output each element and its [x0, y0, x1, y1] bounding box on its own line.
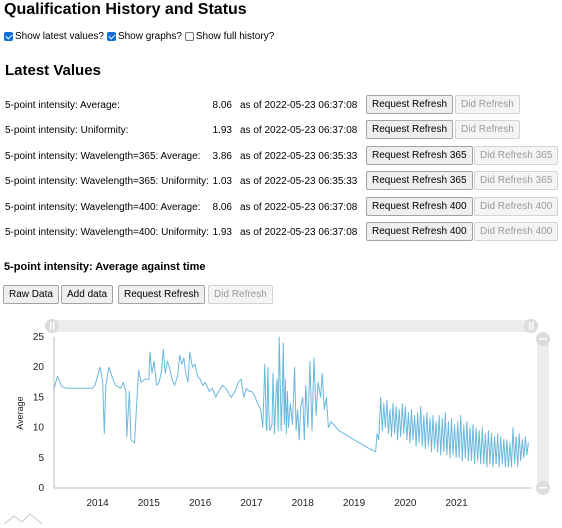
x-tick-label: 2018: [292, 498, 315, 509]
display-options: Show latest values? Show graphs? Show fu…: [4, 31, 277, 42]
x-tick-label: 2020: [394, 498, 417, 509]
y-range-slider-track[interactable]: [537, 336, 549, 491]
y-tick-label: 15: [33, 392, 45, 403]
show-full-history-label: Show full history?: [195, 31, 275, 42]
handle-grip: [529, 322, 531, 330]
y-tick-label: 20: [33, 362, 45, 373]
handle-grip: [539, 487, 547, 489]
row-timestamp: as of 2022-05-23 06:37:08: [240, 227, 358, 238]
row-label: 5-point intensity: Wavelength=400: Unifo…: [5, 227, 209, 238]
x-range-slider-track[interactable]: [46, 320, 536, 332]
handle-grip: [53, 322, 55, 330]
x-tick-label: 2019: [343, 498, 366, 509]
x-tick-label: 2015: [138, 498, 161, 509]
y-tick-label: 0: [38, 483, 44, 494]
request-refresh-button[interactable]: Request Refresh: [366, 120, 454, 139]
show-latest-values-label: Show latest values?: [15, 31, 104, 42]
did-refresh-button[interactable]: Did Refresh: [455, 120, 520, 139]
y-tick-label: 10: [33, 423, 45, 434]
y-tick-label: 5: [38, 453, 44, 464]
request-refresh-400-button[interactable]: Request Refresh 400: [366, 197, 473, 216]
x-tick-label: 2017: [240, 498, 263, 509]
did-refresh-365-button[interactable]: Did Refresh 365: [474, 171, 559, 190]
request-refresh-graph-button[interactable]: Request Refresh: [118, 285, 206, 304]
row-timestamp: as of 2022-05-23 06:37:08: [240, 125, 358, 136]
row-value: 8.06: [212, 202, 232, 213]
show-graphs-label: Show graphs?: [117, 31, 182, 42]
x-tick-labels: 2014 2015 2016 2017 2018 2019 2020 2021: [86, 498, 468, 509]
did-refresh-400-button[interactable]: Did Refresh 400: [474, 197, 559, 216]
add-data-button[interactable]: Add data: [61, 285, 114, 304]
request-refresh-400-button[interactable]: Request Refresh 400: [366, 222, 473, 241]
latest-value-row: 5-point intensity: Wavelength=400: Unifo…: [0, 222, 562, 242]
row-label: 5-point intensity: Average:: [5, 100, 120, 111]
x-range-slider-right-handle[interactable]: [524, 319, 538, 333]
x-tick-label: 2014: [86, 498, 109, 509]
raw-data-button[interactable]: Raw Data: [3, 285, 59, 304]
graph-heading: 5-point intensity: Average against time: [4, 261, 206, 273]
row-label: 5-point intensity: Wavelength=400: Avera…: [5, 202, 201, 213]
row-timestamp: as of 2022-05-23 06:37:08: [240, 100, 358, 111]
handle-grip: [532, 322, 534, 330]
latest-value-row: 5-point intensity: Wavelength=365: Unifo…: [0, 171, 562, 191]
row-label: 5-point intensity: Wavelength=365: Avera…: [5, 151, 201, 162]
did-refresh-365-button[interactable]: Did Refresh 365: [474, 146, 559, 165]
show-full-history-checkbox[interactable]: [184, 32, 194, 41]
did-refresh-400-button[interactable]: Did Refresh 400: [474, 222, 559, 241]
x-tick-label: 2016: [189, 498, 212, 509]
y-axis-label: Average: [15, 396, 25, 429]
show-graphs-checkbox[interactable]: [106, 32, 116, 41]
show-full-history-option[interactable]: Show full history?: [184, 31, 275, 42]
row-value: 3.86: [212, 151, 232, 162]
show-latest-values-checkbox[interactable]: [4, 32, 13, 41]
show-latest-values-option[interactable]: Show latest values?: [4, 31, 104, 42]
page-title: Qualification History and Status: [4, 1, 247, 18]
y-tick-label: 25: [33, 332, 45, 343]
x-range-slider-left-handle[interactable]: [45, 319, 59, 333]
request-refresh-365-button[interactable]: Request Refresh 365: [366, 171, 473, 190]
latest-value-row: 5-point intensity: Wavelength=365: Avera…: [0, 146, 562, 166]
request-refresh-button[interactable]: Request Refresh: [366, 95, 454, 114]
handle-grip: [539, 338, 547, 340]
handle-grip: [50, 322, 52, 330]
did-refresh-graph-button[interactable]: Did Refresh: [208, 285, 273, 304]
row-value: 1.03: [212, 176, 232, 187]
row-timestamp: as of 2022-05-23 06:35:33: [240, 151, 358, 162]
row-timestamp: as of 2022-05-23 06:35:33: [240, 176, 358, 187]
row-value: 8.06: [212, 100, 232, 111]
latest-values-heading: Latest Values: [5, 62, 101, 79]
request-refresh-365-button[interactable]: Request Refresh 365: [366, 146, 473, 165]
mini-overview-icon: [3, 513, 43, 525]
latest-value-row: 5-point intensity: Average: 8.06 as of 2…: [0, 95, 562, 115]
x-tick-label: 2021: [446, 498, 469, 509]
y-tick-labels: 0 5 10 15 20 25: [33, 332, 45, 494]
row-value: 1.93: [212, 125, 232, 136]
row-label: 5-point intensity: Wavelength=365: Unifo…: [5, 176, 209, 187]
latest-value-row: 5-point intensity: Wavelength=400: Avera…: [0, 197, 562, 217]
row-label: 5-point intensity: Uniformity:: [5, 125, 129, 136]
average-series-line: [53, 336, 529, 468]
row-timestamp: as of 2022-05-23 06:37:08: [240, 202, 358, 213]
latest-value-row: 5-point intensity: Uniformity: 1.93 as o…: [0, 120, 562, 140]
did-refresh-button[interactable]: Did Refresh: [455, 95, 520, 114]
show-graphs-option[interactable]: Show graphs?: [106, 31, 182, 42]
row-value: 1.93: [212, 227, 232, 238]
